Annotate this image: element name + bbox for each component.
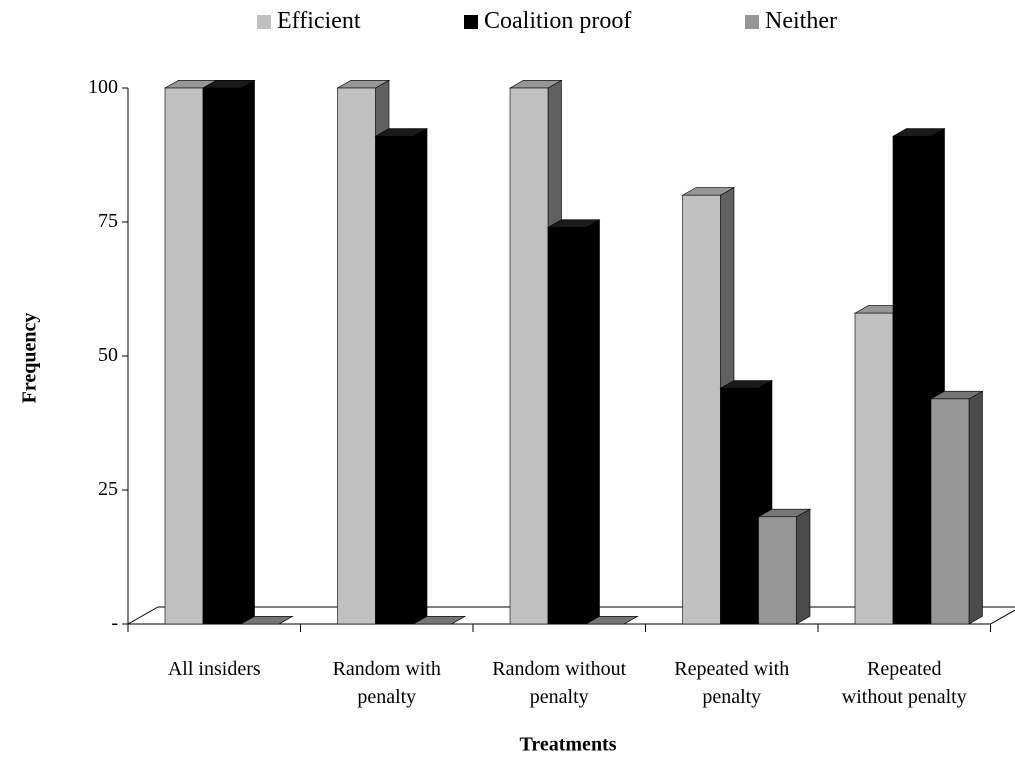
bar-side-neither bbox=[796, 508, 811, 625]
x-category-label-line: penalty bbox=[529, 686, 589, 708]
x-category-label-line: All insiders bbox=[167, 658, 261, 680]
legend-label-neither: Neither bbox=[765, 8, 837, 34]
x-axis-title: Treatments bbox=[519, 733, 617, 756]
x-category-label-line: without penalty bbox=[841, 686, 967, 708]
legend-item-coalition-proof: Coalition proof bbox=[464, 8, 631, 35]
bar-coalition-proof bbox=[375, 135, 414, 625]
x-category-label: Random with penalty bbox=[333, 655, 441, 711]
bar-top-neither bbox=[412, 616, 467, 625]
bar-top-neither bbox=[584, 616, 639, 625]
bar-side-coalition-proof bbox=[585, 219, 600, 625]
bar-efficient bbox=[854, 312, 894, 625]
legend-swatch-efficient bbox=[257, 14, 271, 29]
bar-top-neither bbox=[239, 616, 294, 625]
bar-neither bbox=[930, 398, 970, 625]
legend-label-efficient: Efficient bbox=[277, 8, 361, 34]
x-category-label: Random without penalty bbox=[492, 655, 626, 711]
bar-coalition-proof bbox=[547, 227, 587, 625]
x-category-label-line: penalty bbox=[702, 686, 762, 708]
x-category-label: All insiders bbox=[168, 655, 261, 683]
legend-item-neither: Neither bbox=[745, 8, 837, 35]
x-category-label: Repeated with penalty bbox=[674, 655, 789, 711]
bar-side-neither bbox=[968, 390, 983, 625]
bar-side-coalition-proof bbox=[240, 79, 255, 625]
bar-efficient bbox=[164, 87, 204, 625]
x-category-label-line: Repeated with bbox=[674, 658, 790, 680]
bar-coalition-proof bbox=[720, 387, 759, 625]
bar-coalition-proof bbox=[892, 135, 932, 625]
bar-neither bbox=[758, 516, 797, 625]
legend-swatch-neither bbox=[745, 14, 759, 29]
x-category-label-line: Random without bbox=[492, 658, 627, 680]
bar-efficient bbox=[682, 194, 721, 625]
bar-side-coalition-proof bbox=[413, 128, 428, 625]
legend-item-efficient: Efficient bbox=[257, 8, 361, 35]
x-category-label-line: Random with bbox=[332, 658, 441, 680]
bar-coalition-proof bbox=[202, 87, 242, 625]
y-tick-label: - bbox=[111, 612, 118, 634]
x-category-label-line: penalty bbox=[357, 686, 417, 708]
legend-swatch-coalition-proof bbox=[464, 14, 478, 29]
y-tick-label: 50 bbox=[98, 344, 118, 366]
y-tick-label: 75 bbox=[98, 210, 118, 232]
y-tick-label: 100 bbox=[88, 76, 118, 98]
bar-efficient bbox=[337, 87, 376, 625]
x-category-label: Repeated without penalty bbox=[842, 655, 967, 711]
y-axis-title: Frequency bbox=[18, 312, 41, 404]
x-category-label-line: Repeated bbox=[867, 658, 942, 680]
y-tick-label: 25 bbox=[98, 478, 118, 500]
bar-efficient bbox=[509, 87, 549, 625]
legend-label-coalition-proof: Coalition proof bbox=[484, 8, 632, 34]
legend: Efficient Coalition proof Neither bbox=[0, 8, 1015, 40]
